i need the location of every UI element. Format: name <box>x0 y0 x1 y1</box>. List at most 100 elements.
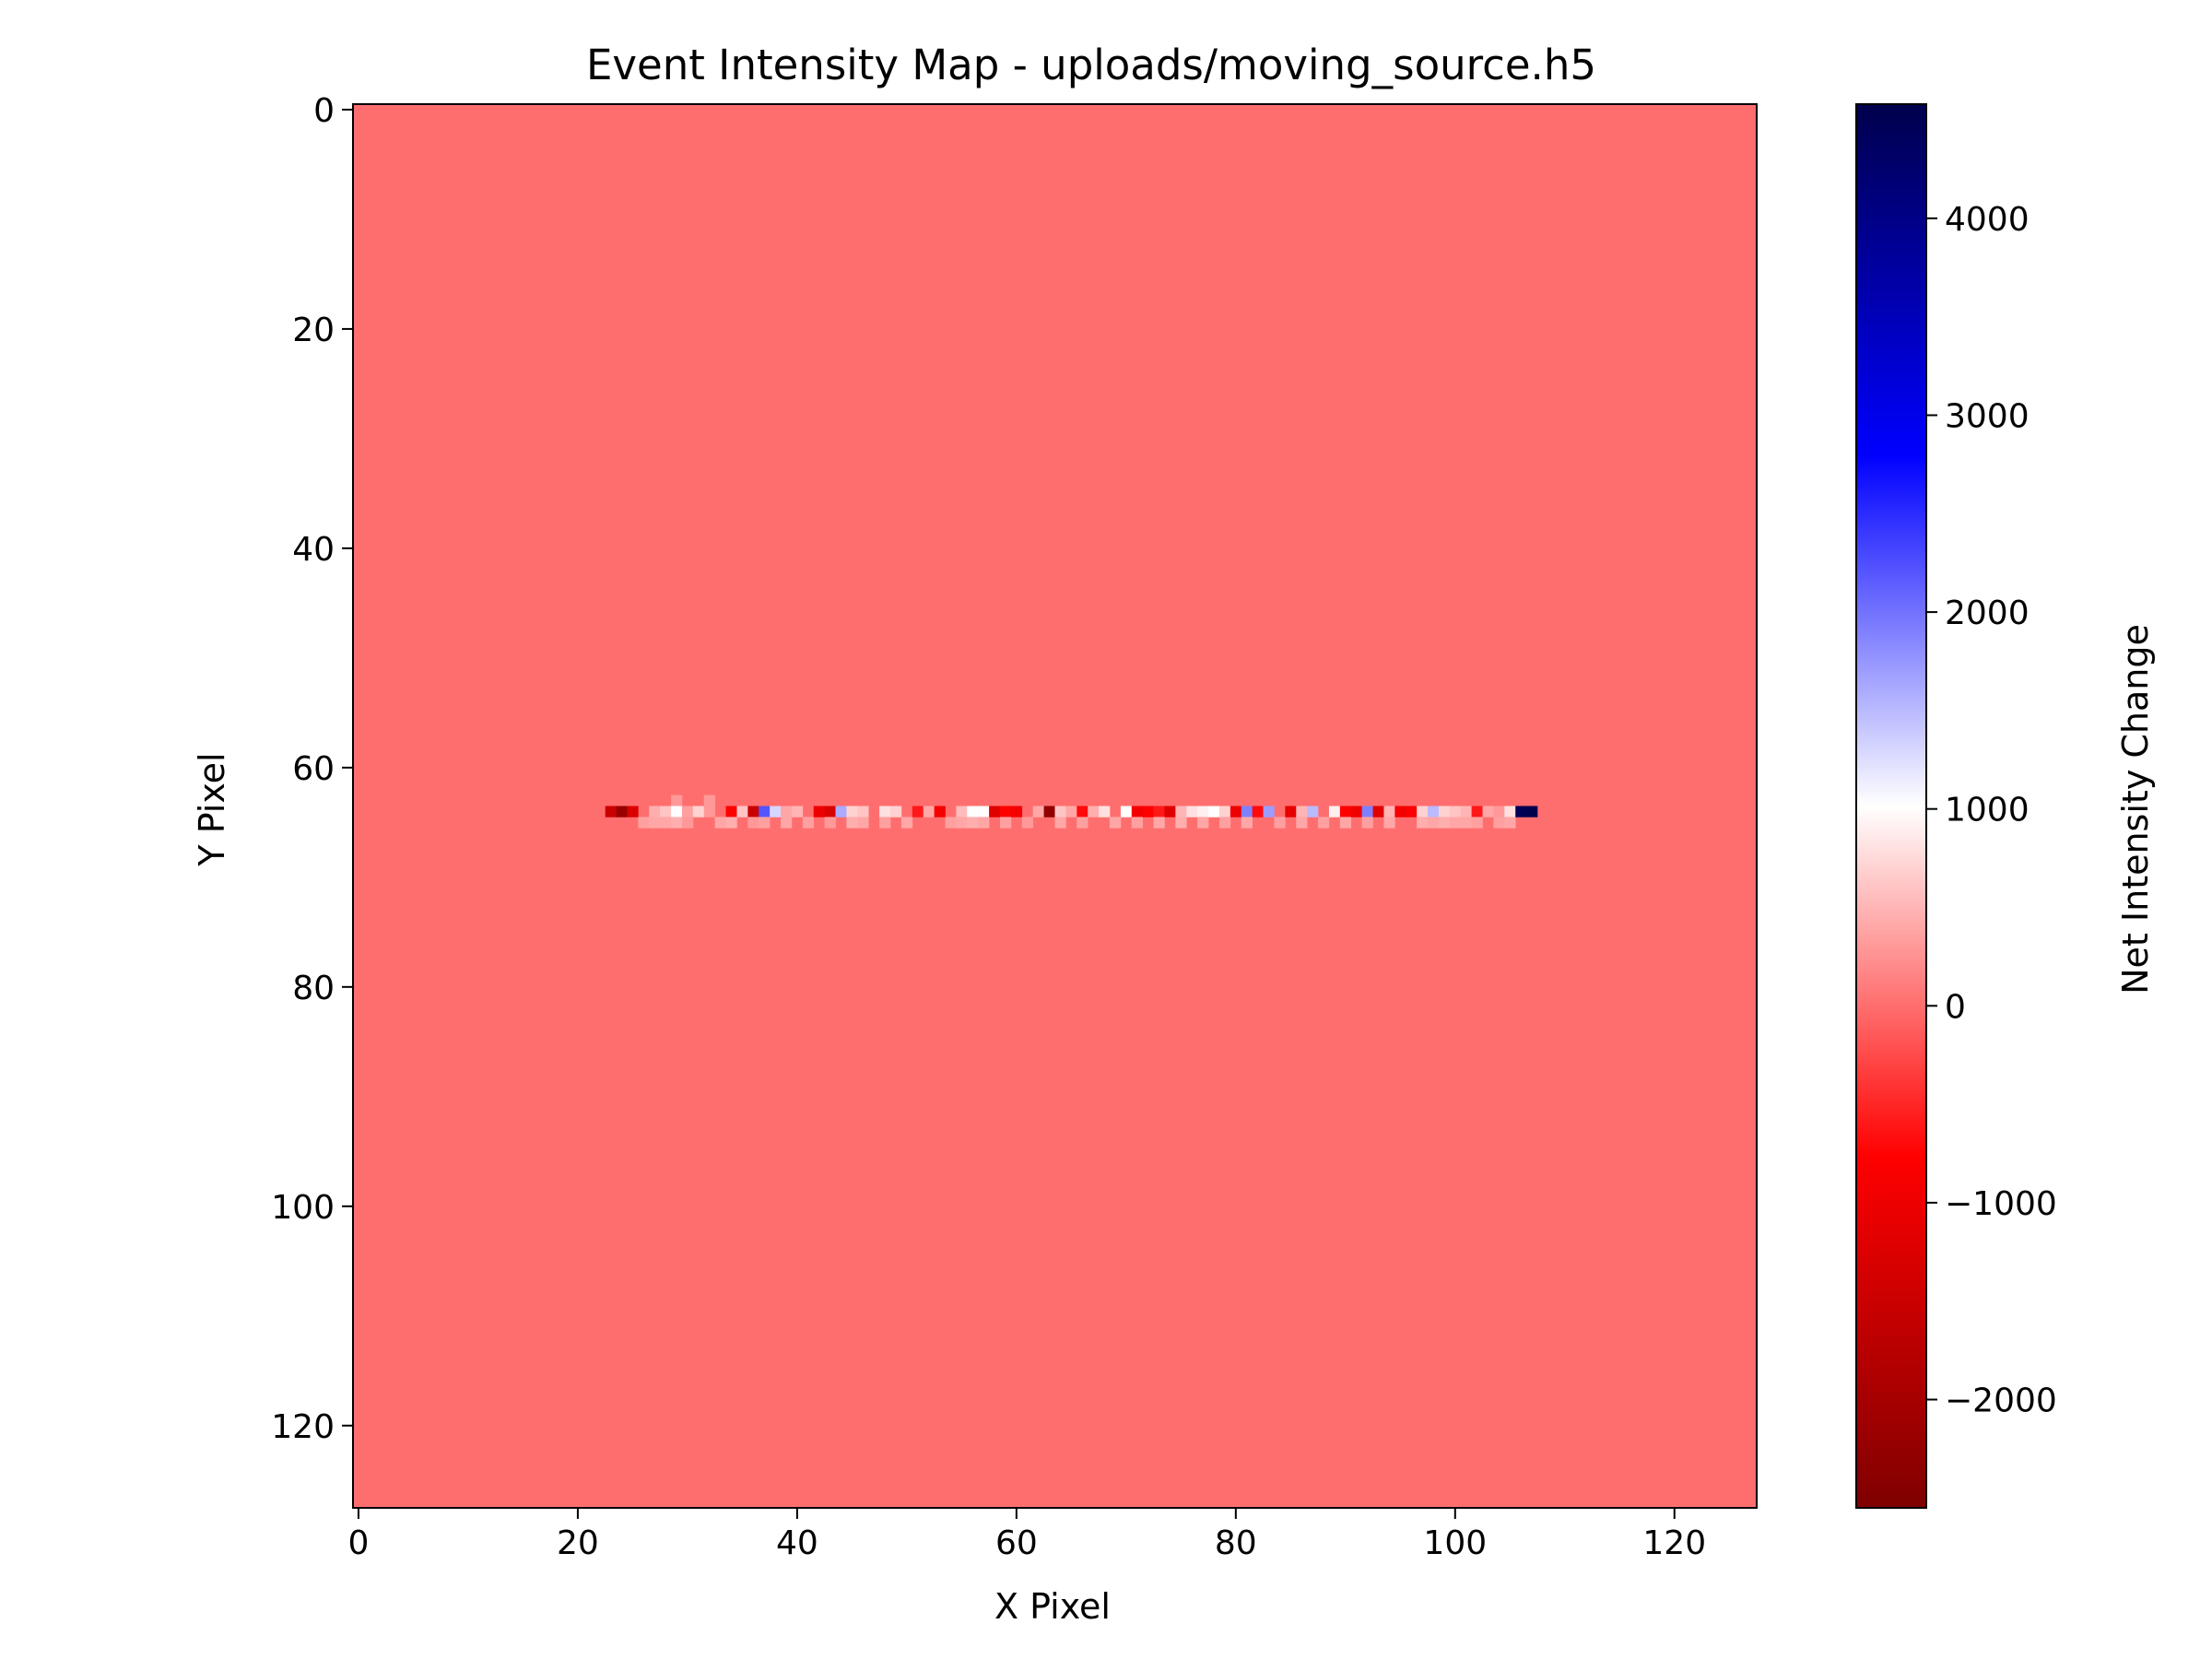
heatmap-cell <box>1142 806 1154 818</box>
heatmap-cell <box>1153 817 1165 829</box>
heatmap-cell <box>1175 817 1187 829</box>
heatmap-cell <box>1383 817 1395 829</box>
heatmap-cell <box>1296 806 1308 818</box>
heatmap-cell <box>1493 806 1505 818</box>
heatmap-cell <box>1263 806 1275 818</box>
heatmap-cell <box>1088 806 1100 818</box>
heatmap-cell <box>1328 806 1341 818</box>
heatmap-cell <box>725 806 737 818</box>
heatmap-cell <box>1252 806 1264 818</box>
heatmap-cell <box>671 806 683 818</box>
heatmap-cell <box>1208 806 1220 818</box>
heatmap-cell <box>1099 806 1111 818</box>
heatmap-cell <box>1043 806 1055 818</box>
heatmap-cell <box>1438 817 1451 829</box>
heatmap-cell <box>1471 806 1483 818</box>
colorbar: −2000 −1000 0 1000 2000 3000 4000 <box>1855 103 2057 1509</box>
heatmap-cell <box>857 817 869 829</box>
heatmap-cell <box>1153 806 1165 818</box>
heatmap-cell <box>1285 806 1297 818</box>
heatmap-cell <box>649 817 661 829</box>
heatmap-cell <box>1428 806 1440 818</box>
heatmap-cell <box>736 806 748 818</box>
heatmap-cell <box>1065 806 1077 818</box>
heatmap-cell <box>1109 817 1122 829</box>
colorbar-tick-label: −1000 <box>1945 1185 2057 1223</box>
heatmap-cell <box>912 806 924 818</box>
heatmap-cell <box>956 806 968 818</box>
heatmap-cell <box>1339 806 1352 818</box>
heatmap-cell <box>1000 806 1012 818</box>
x-tick-label: 20 <box>557 1524 599 1562</box>
heatmap-cell <box>627 806 639 818</box>
heatmap-cell <box>835 806 847 818</box>
y-tick-label: 0 <box>313 92 335 130</box>
heatmap-cell <box>1361 817 1373 829</box>
heatmap-cell <box>1526 806 1538 818</box>
heatmap-cell <box>1120 806 1133 818</box>
heatmap-cell <box>1318 817 1330 829</box>
heatmap-cell <box>703 806 715 818</box>
heatmap-cell <box>791 806 804 818</box>
heatmap-cell <box>989 806 1001 818</box>
heatmap-cell <box>1077 806 1088 818</box>
heatmap-cell <box>671 817 683 829</box>
heatmap-cell <box>660 806 672 818</box>
heatmap-cell <box>638 817 650 829</box>
heatmap-cell <box>759 806 771 818</box>
heatmap-cell <box>978 817 990 829</box>
heatmap-cell <box>1449 817 1462 829</box>
heatmap-cell <box>890 806 902 818</box>
heatmap-cell <box>879 817 891 829</box>
heatmap-cell <box>1406 806 1418 818</box>
heatmap-cell <box>879 806 891 818</box>
colorbar-label: Net Intensity Change <box>2115 624 2156 994</box>
heatmap-cell <box>759 817 771 829</box>
colorbar-tick-label: 4000 <box>1945 201 2030 239</box>
heatmap-cell <box>1000 817 1012 829</box>
y-tick-label: 60 <box>292 750 335 788</box>
x-tick-label: 120 <box>1642 1524 1706 1562</box>
heatmap-cell <box>1460 817 1472 829</box>
heatmap-cell <box>725 817 737 829</box>
chart-title: Event Intensity Map - uploads/moving_sou… <box>586 41 1596 89</box>
heatmap-cell <box>1230 806 1242 818</box>
heatmap-cell <box>692 806 705 818</box>
heatmap-cell <box>945 817 957 829</box>
colorbar-ticks: −2000 −1000 0 1000 2000 3000 4000 <box>1926 201 2057 1420</box>
heatmap-cell <box>714 817 726 829</box>
heatmap-cell <box>1032 806 1044 818</box>
colorbar-tick-label: 3000 <box>1945 397 2030 435</box>
heatmap-cell <box>1077 817 1088 829</box>
heatmap-cell <box>1241 817 1253 829</box>
heatmap-cell <box>1296 817 1308 829</box>
x-tick-label: 60 <box>995 1524 1038 1562</box>
heatmap-cell <box>846 817 858 829</box>
heatmap-cell <box>1372 806 1384 818</box>
heatmap-cell <box>1186 806 1198 818</box>
heatmap-cell <box>747 817 759 829</box>
heatmap-cell <box>1197 806 1209 818</box>
heatmap-cell <box>934 806 946 818</box>
x-axis-ticks: 0 20 40 60 80 100 120 <box>347 1508 1706 1562</box>
heatmap-cell <box>781 817 793 829</box>
y-tick-label: 80 <box>292 970 335 1007</box>
heatmap-cell <box>1197 817 1209 829</box>
heatmap-cell <box>649 806 661 818</box>
heatmap-cell <box>1131 817 1143 829</box>
heatmap-cell <box>671 794 683 806</box>
colorbar-tick-label: 2000 <box>1945 594 2030 632</box>
heatmap-cell <box>770 806 782 818</box>
heatmap-cell <box>1438 806 1451 818</box>
x-tick-label: 40 <box>776 1524 818 1562</box>
heatmap-cell <box>1417 806 1429 818</box>
heatmap-cell <box>967 806 979 818</box>
heatmap-cell <box>1010 806 1023 818</box>
heatmap-cell <box>900 817 913 829</box>
x-axis-label: X Pixel <box>994 1586 1111 1627</box>
heatmap-cell <box>1471 817 1483 829</box>
heatmap-cells <box>605 794 1538 829</box>
y-axis-label: Y Pixel <box>192 752 232 866</box>
colorbar-tick-label: 0 <box>1945 988 1966 1026</box>
heatmap-cell <box>1449 806 1462 818</box>
